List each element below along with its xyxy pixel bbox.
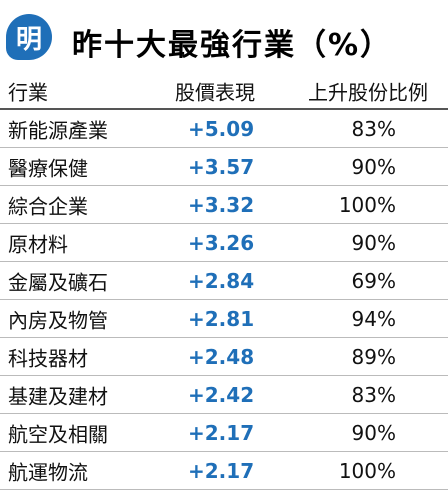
rising-ratio: 90%: [351, 230, 396, 255]
table-row: 新能源產業 +5.09 83%: [0, 110, 448, 148]
table-row: 基建及建材 +2.42 83%: [0, 376, 448, 414]
price-change: +2.42: [188, 382, 255, 407]
title: 昨十大最強行業（%）: [72, 28, 393, 63]
sector-name: 原材料: [8, 232, 68, 256]
column-header: 行業: [8, 80, 48, 105]
column-header: 上升股份比例: [308, 80, 428, 105]
rising-ratio: 90%: [351, 154, 396, 179]
column-header: 股價表現: [175, 80, 255, 105]
rising-ratio: 100%: [338, 192, 396, 217]
sector-name: 綜合企業: [8, 194, 88, 218]
table-row: 科技器材 +2.48 89%: [0, 338, 448, 376]
sector-name: 醫療保健: [8, 156, 88, 180]
price-change: +3.57: [188, 154, 255, 179]
rising-ratio: 83%: [351, 382, 396, 407]
rising-ratio: 90%: [351, 420, 396, 445]
table-row: 醫療保健 +3.57 90%: [0, 148, 448, 186]
price-change: +2.17: [188, 458, 255, 483]
price-change: +2.81: [188, 306, 255, 331]
table-row: 金屬及礦石 +2.84 69%: [0, 262, 448, 300]
table-row: 航運物流 +2.17 100%: [0, 452, 448, 490]
sector-name: 金屬及礦石: [8, 270, 108, 294]
header-row: 行業 股價表現 上升股份比例: [0, 74, 448, 110]
table-row: 航空及相關 +2.17 90%: [0, 414, 448, 452]
price-change: +5.09: [188, 116, 255, 141]
rising-ratio: 69%: [351, 268, 396, 293]
rising-ratio: 94%: [351, 306, 396, 331]
sector-name: 內房及物管: [8, 308, 108, 332]
sector-name: 航空及相關: [8, 422, 108, 446]
sector-name: 基建及建材: [8, 384, 108, 408]
sector-name: 新能源產業: [8, 118, 108, 142]
sector-name: 科技器材: [8, 346, 88, 370]
price-change: +2.84: [188, 268, 255, 293]
price-change: +2.17: [188, 420, 255, 445]
rising-ratio: 100%: [338, 458, 396, 483]
table-row: 內房及物管 +2.81 94%: [0, 300, 448, 338]
rising-ratio: 83%: [351, 116, 396, 141]
price-change: +3.26: [188, 230, 255, 255]
table: 行業 股價表現 上升股份比例新能源產業 +5.09 83% 醫療保健 +3.57 90% 綜合企…: [0, 74, 448, 490]
logo: 明: [6, 14, 52, 60]
table-row: 綜合企業 +3.32 100%: [0, 186, 448, 224]
sector-name: 航運物流: [8, 460, 88, 484]
table-row: 原材料 +3.26 90%: [0, 224, 448, 262]
price-change: +3.32: [188, 192, 255, 217]
rising-ratio: 89%: [351, 344, 396, 369]
price-change: +2.48: [188, 344, 255, 369]
